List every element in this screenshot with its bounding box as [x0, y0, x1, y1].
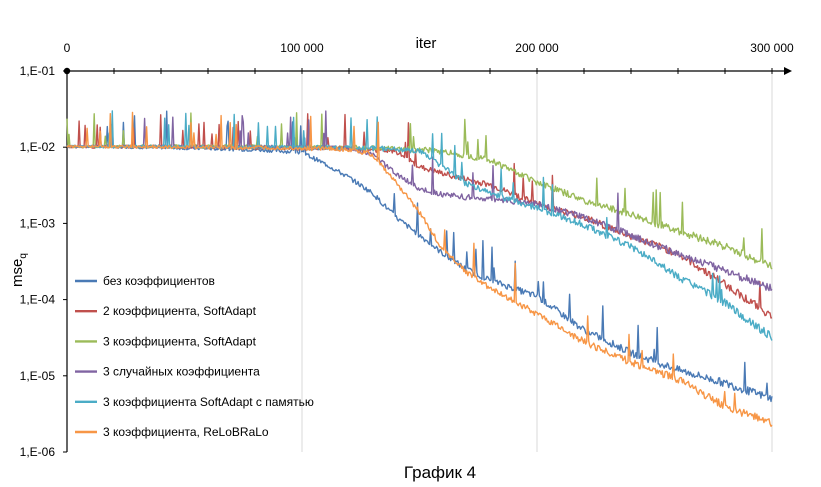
x-tick-label: 100 000	[280, 41, 324, 55]
y-axis-title: mseq	[9, 253, 29, 287]
y-tick-label: 1,E-04	[20, 293, 56, 307]
series-line	[66, 110, 773, 292]
legend: без коэффициентов 2 коэффициента, SoftAda…	[75, 274, 314, 439]
legend-entry: 3 коэффициента SoftAdapt с памятью	[103, 395, 314, 409]
y-tick-label: 1,E-06	[20, 445, 56, 459]
series-line	[66, 110, 773, 403]
legend-entry: 3 коэффициента, ReLoBRaLo	[103, 425, 269, 439]
y-axis-title-main: mse	[9, 259, 26, 287]
x-axis-title: iter	[416, 35, 437, 52]
chart-caption: График 4	[404, 463, 476, 482]
y-tick-label: 1,E-03	[20, 216, 56, 230]
svg-text:mseq: mseq	[9, 253, 29, 287]
series-line	[66, 110, 773, 341]
x-tick-label: 300 000	[750, 41, 794, 55]
axes: 0 100 000 200 000 300 000 1,E-01 1,E-02 1,E-03…	[20, 41, 794, 459]
y-tick-label: 1,E-01	[20, 64, 56, 78]
gridlines	[301, 71, 773, 452]
y-tick-label: 1,E-05	[20, 369, 56, 383]
y-axis-title-sub: q	[18, 253, 29, 259]
legend-entry: без коэффициентов	[103, 274, 215, 288]
series-line	[66, 111, 773, 427]
legend-entry: 2 коэффициента, SoftAdapt	[103, 304, 257, 318]
x-axis-arrow	[784, 67, 792, 75]
x-tick-label: 0	[64, 41, 71, 55]
legend-entry: 3 случайных коэффициента	[103, 365, 260, 379]
x-tick-label: 200 000	[515, 41, 559, 55]
legend-entry: 3 коэффициента, SoftAdapt	[103, 334, 257, 348]
series-lines	[66, 110, 773, 427]
y-tick-label: 1,E-02	[20, 140, 56, 154]
axis-origin-marker	[63, 67, 71, 75]
